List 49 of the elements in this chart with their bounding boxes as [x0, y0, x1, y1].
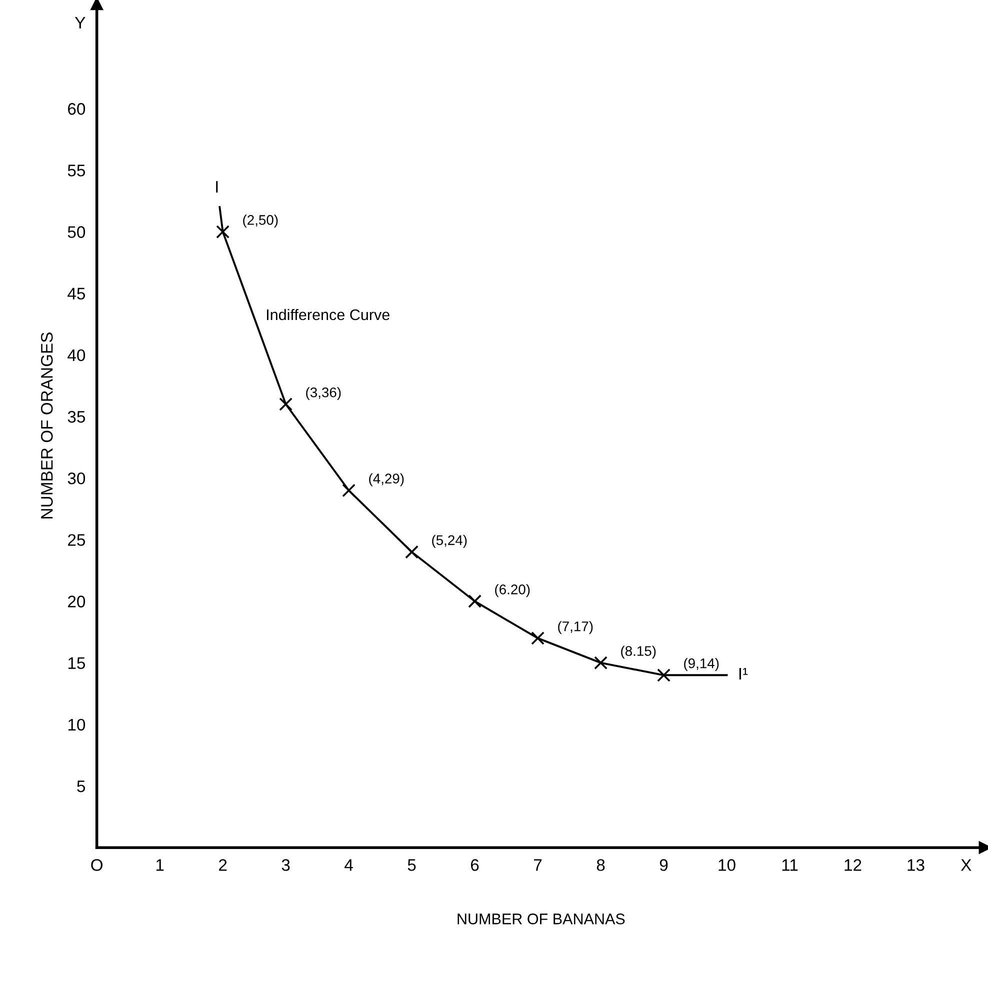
- x-tick-label: X: [960, 859, 972, 871]
- annotation: (8.15): [621, 646, 656, 659]
- annotation: Indifference Curve: [266, 308, 390, 320]
- point: [216, 225, 230, 238]
- y-tick-label: 45: [68, 288, 86, 300]
- y-tick-label: 15: [68, 657, 86, 670]
- x-tick-label: 6: [471, 859, 479, 871]
- y-tick-label: 50: [68, 226, 86, 238]
- y-tick-label: Y: [74, 16, 86, 28]
- annotation: (2,50): [243, 214, 278, 228]
- y-axis-title: NUMBER OF ORANGES: [40, 332, 53, 518]
- point: [531, 631, 544, 645]
- x-tick-label: 8: [596, 859, 605, 871]
- annotation: (4,29): [369, 473, 404, 486]
- annotation: (5,24): [432, 534, 467, 548]
- x-tick-label: 2: [219, 859, 227, 871]
- annotation: (3,36): [306, 387, 341, 400]
- y-tick-label: 25: [68, 534, 86, 546]
- x-tick-label: 7: [534, 859, 542, 871]
- y-tick-label: 10: [68, 718, 86, 731]
- x-tick-label: 5: [408, 859, 416, 871]
- x-tick-label: 10: [718, 859, 736, 871]
- annotation: I: [216, 181, 218, 193]
- y-tick-label: 20: [68, 596, 86, 608]
- y-tick-label: 60: [68, 103, 86, 115]
- x-tick-label: 11: [782, 859, 798, 871]
- x-tick-label: 12: [844, 859, 862, 871]
- y-tick-label: 40: [68, 349, 86, 362]
- y-tick-label: 35: [68, 410, 86, 423]
- x-tick-label: 13: [908, 859, 924, 871]
- y-tick-label: 55: [68, 164, 86, 176]
- point: [405, 545, 419, 559]
- x-tick-label: 4: [344, 859, 353, 871]
- point: [342, 484, 356, 498]
- annotation: (6.20): [495, 584, 530, 598]
- annotation: I¹: [739, 668, 748, 680]
- x-tick-label: 9: [660, 859, 668, 871]
- x-axis-title: NUMBER OF BANANAS: [458, 914, 625, 924]
- annotation: (9,14): [684, 658, 719, 671]
- x-tick-label: O: [91, 859, 103, 871]
- x-tick-label: 1: [156, 859, 164, 871]
- y-tick-label: 5: [77, 780, 86, 792]
- point: [594, 656, 608, 670]
- point: [657, 668, 670, 682]
- point: [468, 594, 482, 608]
- x-tick-label: 3: [282, 859, 290, 871]
- annotation: (7,17): [558, 621, 593, 634]
- point: [279, 397, 293, 411]
- y-tick-label: 30: [68, 472, 86, 484]
